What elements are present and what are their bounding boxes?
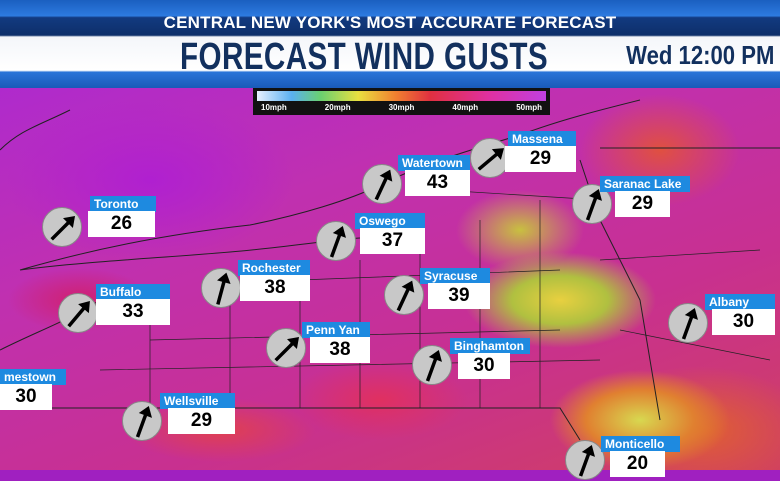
gust-value: 37: [360, 228, 425, 254]
station-name: Albany: [705, 294, 775, 310]
wind-arrow-north-northeast-icon: [374, 169, 393, 201]
legend-tick: 50mph: [516, 103, 542, 112]
wind-arrow-northeast-icon: [50, 215, 76, 241]
wind-arrow-northeast-icon: [67, 300, 90, 328]
wind-direction-dial: [470, 138, 510, 178]
station-name: Binghamton: [450, 338, 530, 354]
wind-arrow-north-northeast-icon: [578, 445, 595, 477]
station-name: Monticello: [601, 436, 680, 452]
station-name: Wellsville: [160, 393, 235, 409]
wind-direction-dial: [316, 221, 356, 261]
wind-arrow-north-northeast-icon: [425, 350, 442, 382]
gust-value: 43: [405, 170, 470, 196]
forecast-time: Wed 12:00 PM: [625, 40, 774, 70]
wind-arrow-north-northeast-icon: [135, 406, 152, 438]
wind-direction-dial: [362, 164, 402, 204]
gust-value: 29: [505, 146, 576, 172]
wind-arrow-north-northeast-icon: [216, 272, 231, 305]
wind-arrow-north-northeast-icon: [681, 308, 698, 340]
page-title: FORECAST WIND GUSTS: [180, 36, 549, 78]
gust-value: 30: [0, 384, 52, 410]
station-name: Buffalo: [96, 284, 170, 300]
gust-value: 30: [458, 353, 510, 379]
canada-border: [0, 109, 780, 151]
station-tagline: CENTRAL NEW YORK'S MOST ACCURATE FORECAS…: [163, 13, 617, 32]
station-name: Penn Yan: [302, 322, 370, 338]
wind-direction-dial: [122, 401, 162, 441]
wind-direction-dial: [384, 275, 424, 315]
legend-tick: 20mph: [324, 103, 351, 112]
station-name: Syracuse: [420, 268, 490, 284]
gust-value: 29: [168, 408, 235, 434]
legend-tick: 40mph: [452, 103, 479, 112]
wind-arrow-north-northeast-icon: [396, 280, 415, 312]
header-banner: CENTRAL NEW YORK'S MOST ACCURATE FORECAS…: [0, 0, 780, 88]
wind-arrow-northeast-icon: [274, 336, 300, 362]
wind-direction-dial: [58, 293, 98, 333]
legend-tick: 10mph: [261, 103, 287, 112]
gust-legend: 10mph 20mph 30mph 40mph 50mph: [253, 88, 550, 115]
gust-value: 29: [615, 191, 670, 217]
wind-direction-dial: [668, 303, 708, 343]
gust-value: 33: [96, 299, 170, 325]
wind-direction-dial: [201, 268, 241, 308]
wind-arrow-north-northeast-icon: [585, 189, 602, 221]
station-name: Watertown: [398, 155, 470, 171]
wind-direction-dial: [42, 207, 82, 247]
station-name: Toronto: [90, 196, 156, 212]
gust-value: 20: [610, 451, 665, 477]
station-name: Massena: [508, 131, 576, 147]
legend-tick: 30mph: [388, 103, 415, 112]
gust-value: 30: [712, 309, 775, 335]
legend-color-scale: [257, 91, 546, 101]
station-name: Rochester: [238, 260, 310, 276]
wind-arrow-northeast-icon: [477, 148, 505, 171]
gust-value: 39: [428, 283, 490, 309]
gust-value: 38: [310, 337, 370, 363]
gust-value: 38: [240, 275, 310, 301]
station-name: mestown: [0, 369, 66, 385]
wind-direction-dial: [412, 345, 452, 385]
gust-value: 26: [88, 211, 155, 237]
station-name: Saranac Lake: [600, 176, 690, 192]
wind-direction-dial: [266, 328, 306, 368]
station-name: Oswego: [355, 213, 425, 229]
wind-arrow-north-northeast-icon: [329, 226, 346, 258]
wind-direction-dial: [565, 440, 605, 480]
